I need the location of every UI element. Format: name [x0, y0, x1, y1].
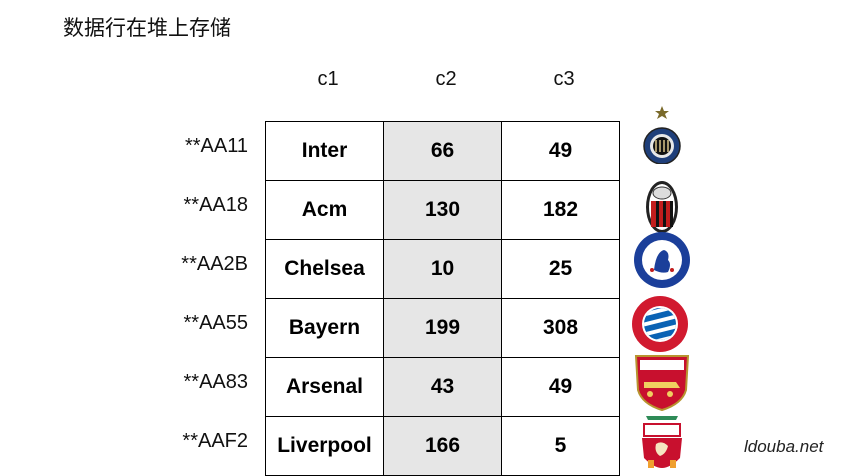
cell-c3: 49 — [501, 121, 620, 181]
table-row: Bayern 199 308 — [265, 298, 620, 358]
ac-milan-crest-icon — [646, 181, 678, 233]
table-row: Inter 66 49 — [265, 121, 620, 181]
inter-milan-crest-icon — [643, 106, 681, 164]
row-id: **AA2B — [181, 253, 248, 275]
cell-c1: Bayern — [265, 298, 384, 358]
table-row: Arsenal 43 49 — [265, 357, 620, 417]
cell-c1: Liverpool — [265, 416, 384, 476]
cell-c3: 25 — [501, 239, 620, 299]
table-row: Acm 130 182 — [265, 180, 620, 240]
cell-c3: 5 — [501, 416, 620, 476]
table-row: Liverpool 166 5 — [265, 416, 620, 476]
cell-c1: Arsenal — [265, 357, 384, 417]
cell-c1: Acm — [265, 180, 384, 240]
cell-c3: 182 — [501, 180, 620, 240]
table-row: Chelsea 10 25 — [265, 239, 620, 299]
chelsea-crest-icon — [634, 232, 690, 288]
data-table: Inter 66 49 Acm 130 182 Chelsea 10 25 Ba… — [265, 121, 620, 476]
cell-c2: 43 — [383, 357, 502, 417]
page-title: 数据行在堆上存储 — [63, 16, 231, 40]
row-id: **AA83 — [183, 371, 249, 393]
liverpool-crest-icon — [642, 416, 682, 468]
column-header-c1: c1 — [317, 68, 339, 90]
arsenal-crest-icon — [634, 355, 690, 412]
row-id: **AA11 — [184, 135, 248, 157]
column-header-c3: c3 — [553, 68, 575, 90]
cell-c3: 308 — [501, 298, 620, 358]
cell-c2: 10 — [383, 239, 502, 299]
cell-c3: 49 — [501, 357, 620, 417]
column-header-c2: c2 — [435, 68, 457, 90]
cell-c1: Inter — [265, 121, 384, 181]
cell-c2: 130 — [383, 180, 502, 240]
cell-c2: 199 — [383, 298, 502, 358]
cell-c2: 66 — [383, 121, 502, 181]
bayern-crest-icon — [632, 296, 688, 352]
cell-c2: 166 — [383, 416, 502, 476]
cell-c1: Chelsea — [265, 239, 384, 299]
row-id: **AA55 — [183, 312, 249, 334]
row-id: **AAF2 — [182, 430, 248, 452]
row-id: **AA18 — [183, 194, 249, 216]
watermark: ldouba.net — [744, 437, 824, 456]
